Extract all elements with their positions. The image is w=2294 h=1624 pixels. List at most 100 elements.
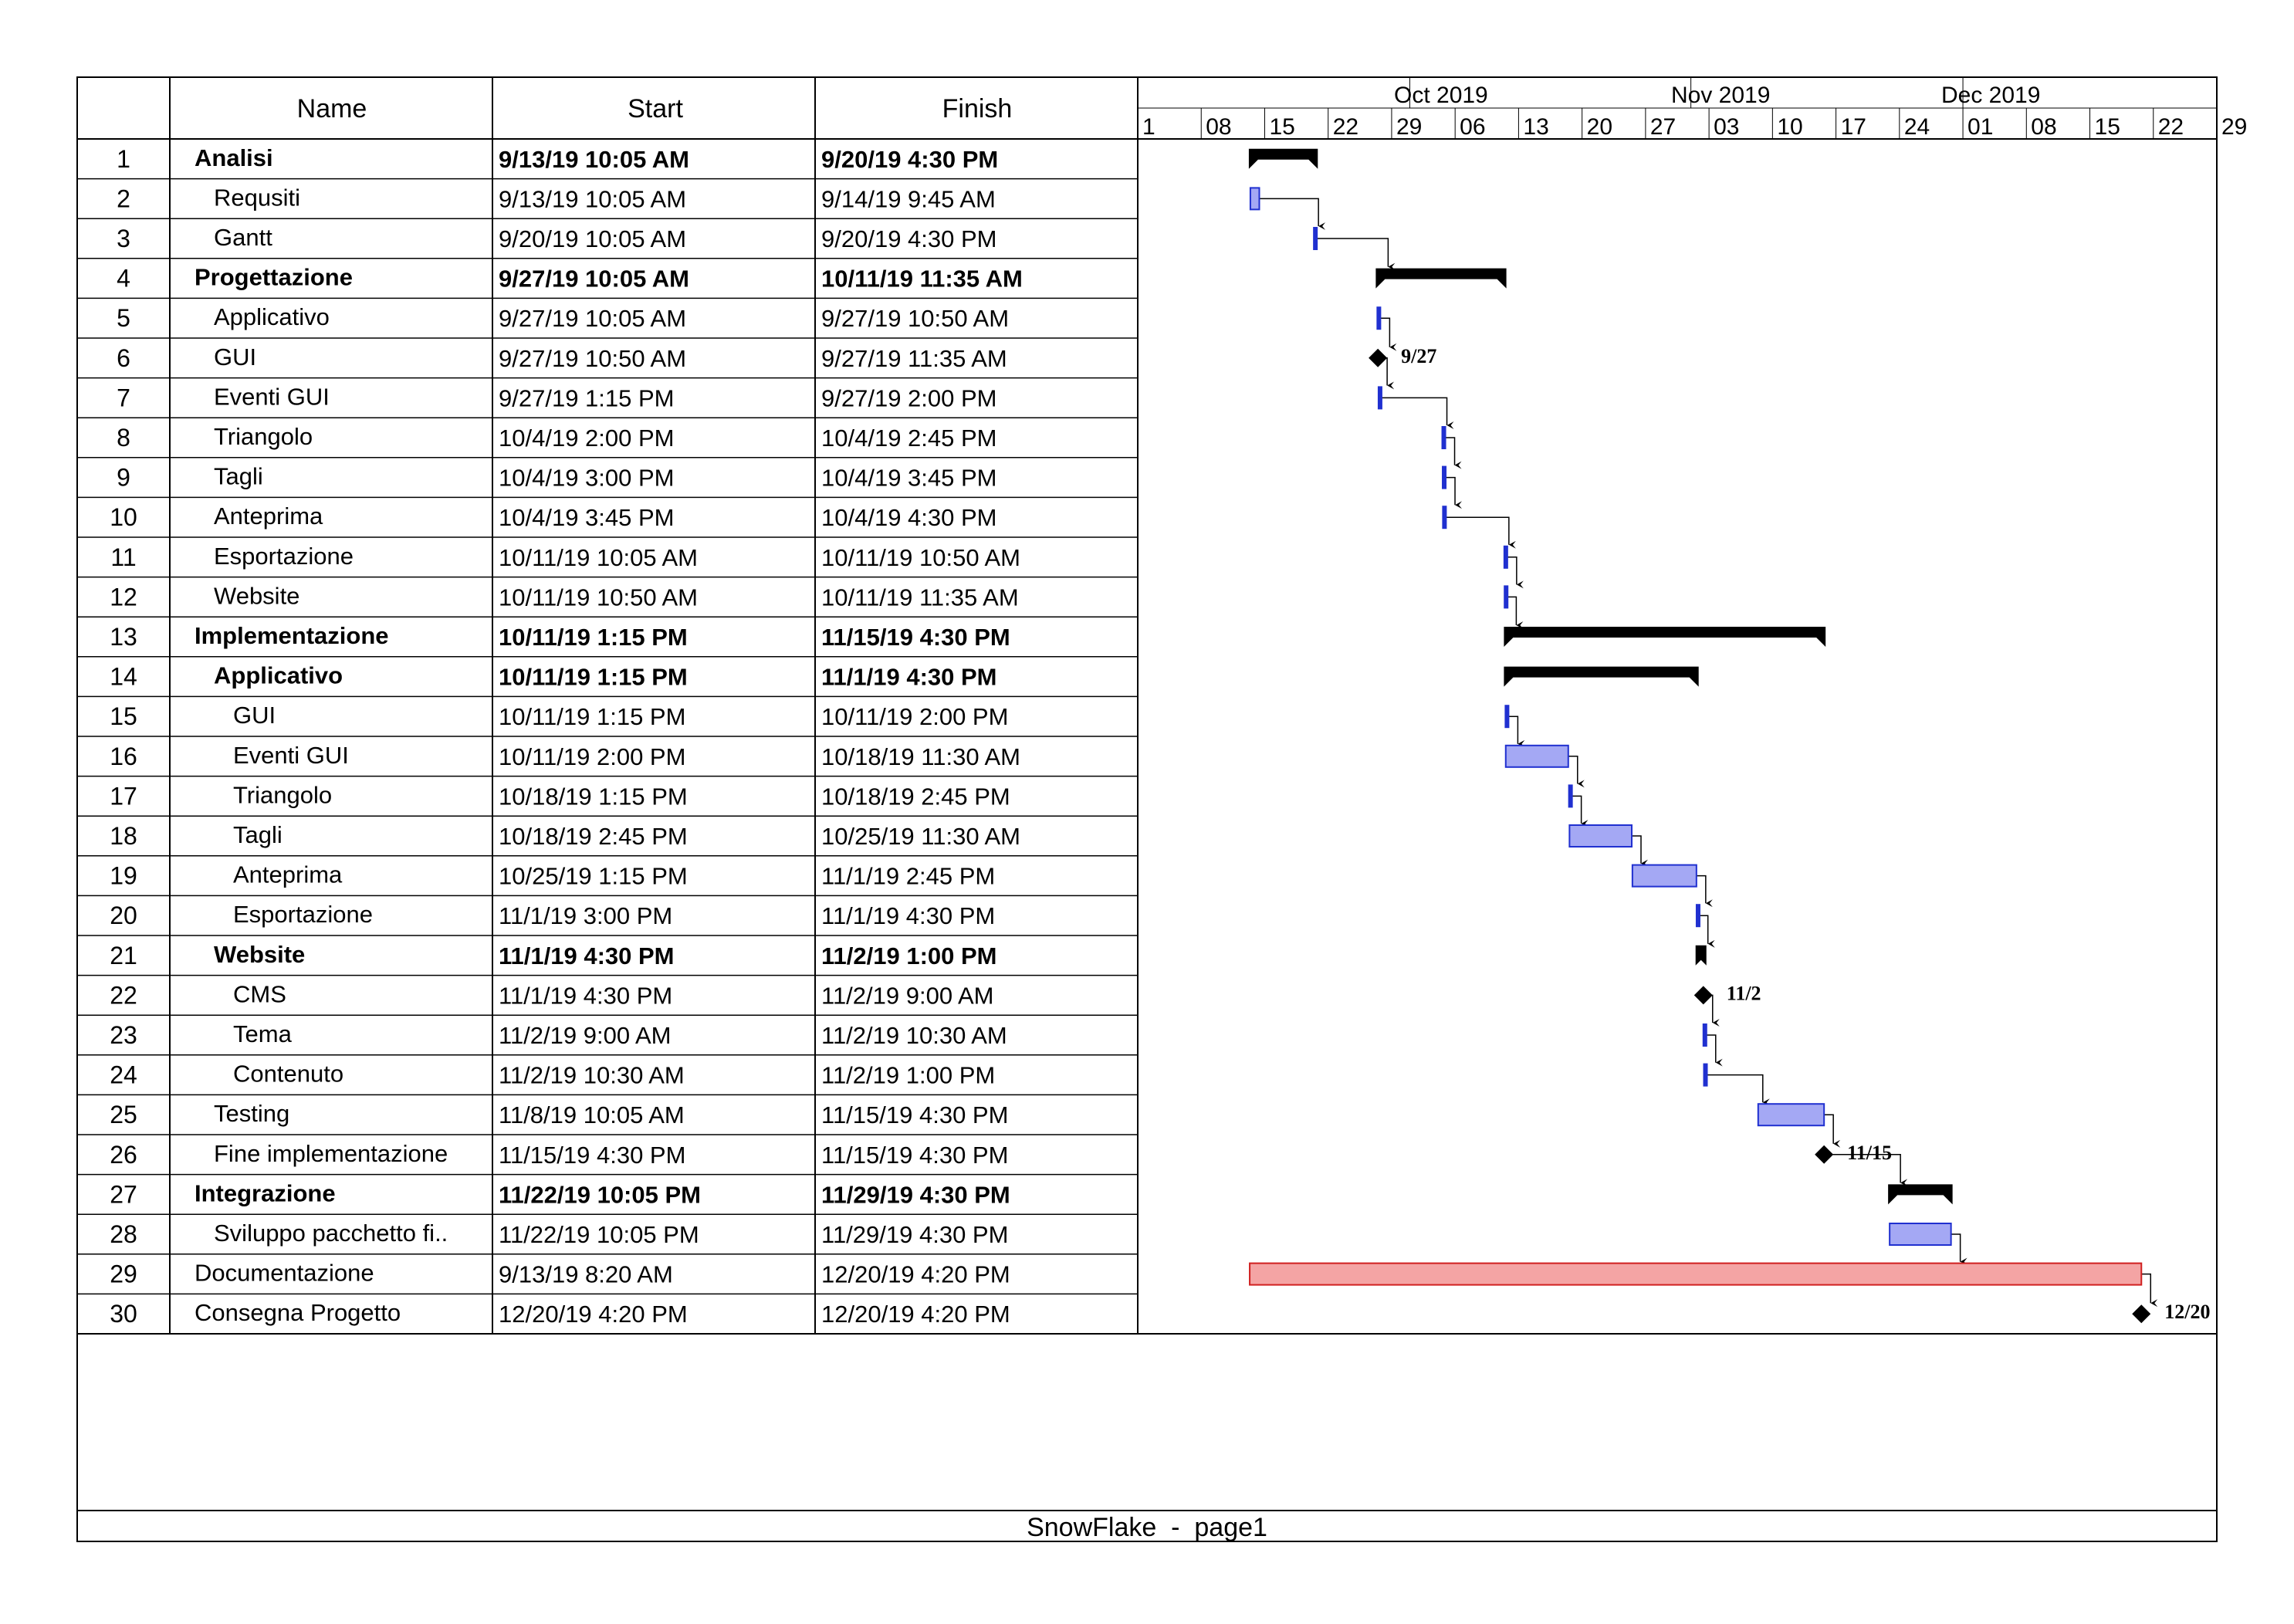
week-tick-label: 01: [1967, 114, 1993, 140]
dependency-arrow: [1508, 716, 1525, 748]
table-row: 27 Integrazione 11/22/19 10:05 PM 11/29/19 …: [110, 1179, 1010, 1208]
task-start: 11/1/19 4:30 PM: [499, 942, 675, 969]
task-bar: [1695, 904, 1700, 928]
table-row: 13 Implementazione 10/11/19 1:15 PM 11/15/1…: [110, 622, 1010, 651]
dependency-arrow: [1380, 317, 1397, 351]
row-id: 15: [110, 702, 137, 730]
task-name: Tagli: [233, 821, 283, 848]
task-start: 9/13/19 10:05 AM: [499, 185, 686, 212]
task-start: 9/13/19 8:20 AM: [499, 1261, 673, 1288]
milestone-diamond: [1369, 348, 1388, 367]
task-name: GUI: [233, 702, 276, 729]
week-tick-label: 06: [1460, 114, 1485, 140]
task-bar: [1702, 1023, 1707, 1047]
milestone-label: 11/2: [1727, 982, 1761, 1004]
task-finish: 11/1/19 4:30 PM: [821, 664, 997, 691]
task-finish: 10/11/19 11:35 AM: [821, 266, 1023, 293]
table-row: 24 Contenuto 11/2/19 10:30 AM 11/2/19 1:00 …: [110, 1061, 995, 1089]
row-id: 20: [110, 902, 137, 929]
dependency-arrow: [1259, 198, 1326, 230]
gantt-bars: 9/27 11/2 11/15 12/20: [1248, 148, 2210, 1324]
table-row: 3 Gantt 9/20/19 10:05 AM 9/20/19 4:30 PM: [117, 224, 996, 252]
task-finish: 10/25/19 11:30 AM: [821, 823, 1020, 850]
table-row: 30 Consegna Progetto 12/20/19 4:20 PM 12/20…: [110, 1299, 1010, 1328]
task-name: Sviluppo pacchetto fi..: [214, 1220, 448, 1247]
week-tick-label: 15: [2095, 114, 2120, 140]
task-finish: 10/11/19 2:00 PM: [821, 703, 1008, 730]
task-finish: 11/2/19 9:00 AM: [821, 982, 993, 1009]
task-finish: 11/1/19 4:30 PM: [821, 902, 995, 929]
dependency-arrow: [1507, 557, 1524, 589]
table-row: 21 Website 11/1/19 4:30 PM 11/2/19 1:00 PM: [110, 941, 996, 969]
task-start: 10/4/19 3:45 PM: [499, 504, 675, 531]
dependency-arrow: [1317, 238, 1396, 271]
task-finish: 9/27/19 10:50 AM: [821, 305, 1009, 332]
task-bar: [1377, 386, 1382, 410]
task-finish: 10/11/19 11:35 AM: [821, 584, 1019, 611]
task-name: Website: [214, 582, 299, 609]
row-id: 13: [110, 623, 137, 651]
task-name: Fine implementazione: [214, 1140, 448, 1167]
task-finish: 10/18/19 2:45 PM: [821, 783, 1010, 810]
task-start: 10/25/19 1:15 PM: [499, 863, 688, 890]
task-name: Triangolo: [214, 423, 313, 450]
task-name: Eventi GUI: [233, 742, 349, 769]
task-finish: 11/29/19 4:30 PM: [821, 1221, 1008, 1248]
footer-text: SnowFlake - page1: [1027, 1513, 1267, 1542]
task-name: Testing: [214, 1100, 289, 1127]
table-grid: [77, 77, 2217, 1335]
task-name: Anteprima: [214, 502, 323, 529]
summary-bar: [1888, 1184, 1953, 1205]
summary-bar: [1504, 627, 1826, 647]
task-name: Contenuto: [233, 1061, 343, 1088]
week-tick-label: 03: [1714, 114, 1739, 140]
row-id: 18: [110, 822, 137, 850]
task-name: Esportazione: [233, 901, 373, 928]
row-id: 14: [110, 663, 137, 691]
task-rows: 1 Analisi 9/13/19 10:05 AM 9/20/19 4:30 PM 2…: [110, 144, 1023, 1328]
table-row: 11 Esportazione 10/11/19 10:05 AM 10/11/19 …: [110, 543, 1020, 571]
row-id: 25: [110, 1101, 137, 1128]
dependency-arrow: [1696, 875, 1713, 908]
task-name: Tema: [233, 1020, 293, 1047]
row-id: 17: [110, 782, 137, 810]
task-bar: [1631, 864, 1697, 888]
table-row: 15 GUI 10/11/19 1:15 PM 10/11/19 2:00 PM: [110, 702, 1008, 730]
task-finish: 9/14/19 9:45 AM: [821, 185, 996, 212]
task-bar: [1376, 306, 1382, 330]
dependency-arrow: [1446, 476, 1463, 509]
row-id: 26: [110, 1141, 137, 1169]
table-row: 5 Applicativo 9/27/19 10:05 AM 9/27/19 10:5…: [117, 303, 1009, 332]
row-id: 30: [110, 1300, 137, 1328]
table-row: 16 Eventi GUI 10/11/19 2:00 PM 10/18/19 11:…: [110, 742, 1020, 770]
task-bar: [1249, 187, 1260, 211]
row-id: 28: [110, 1220, 137, 1248]
task-finish: 11/2/19 1:00 PM: [821, 942, 997, 969]
task-start: 11/8/19 10:05 AM: [499, 1101, 685, 1128]
row-id: 22: [110, 981, 137, 1009]
task-finish: 11/15/19 4:30 PM: [821, 1101, 1008, 1128]
header-finish: Finish: [942, 94, 1013, 123]
task-finish: 10/4/19 4:30 PM: [821, 504, 997, 531]
task-name: Documentazione: [195, 1260, 374, 1287]
task-finish: 9/20/19 4:30 PM: [821, 225, 997, 252]
summary-bar: [1375, 268, 1507, 289]
dependency-arrow: [1632, 835, 1649, 868]
task-finish: 12/20/19 4:20 PM: [821, 1261, 1010, 1288]
table-row: 1 Analisi 9/13/19 10:05 AM 9/20/19 4:30 PM: [117, 144, 998, 173]
dependency-arrow: [1381, 397, 1454, 429]
task-start: 9/27/19 1:15 PM: [499, 384, 675, 411]
task-start: 10/11/19 2:00 PM: [499, 743, 685, 770]
task-bar: [1568, 824, 1633, 848]
task-start: 9/27/19 10:05 AM: [499, 305, 686, 332]
week-tick-label: 08: [1206, 114, 1231, 140]
task-start: 11/1/19 3:00 PM: [499, 902, 672, 929]
week-tick-label: 13: [1523, 114, 1548, 140]
task-start: 10/18/19 2:45 PM: [499, 823, 688, 850]
task-finish: 9/27/19 11:35 AM: [821, 345, 1007, 372]
row-id: 27: [110, 1180, 137, 1208]
month-oct-2019: Oct 2019: [1394, 83, 1488, 108]
row-id: 4: [117, 265, 130, 293]
task-bar: [1313, 227, 1318, 250]
